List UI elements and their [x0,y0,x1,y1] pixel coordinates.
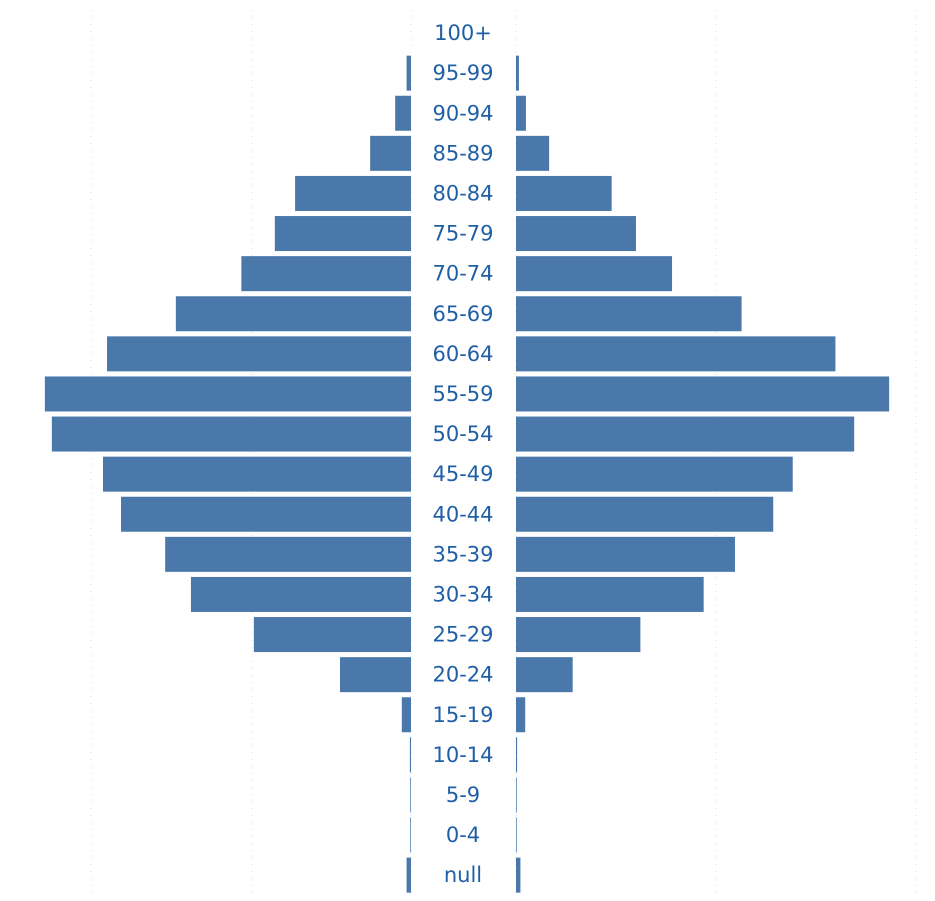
bar-left-40-44 [121,496,412,532]
category-label: 45-49 [432,462,493,486]
category-label: 20-24 [432,663,493,687]
bar-left-20-24 [339,657,411,693]
category-label: 5-9 [446,783,480,807]
bar-left-60-64 [107,336,412,372]
bar-right-75-79 [516,216,636,252]
category-label: 100+ [434,21,492,45]
category-label: 75-79 [432,222,493,246]
bar-right-15-19 [516,697,526,733]
bar-left-30-34 [190,576,411,612]
bar-left-85-89 [370,135,411,171]
bar-right-45-49 [516,456,793,492]
bar-left-25-29 [253,617,411,653]
bar-right-35-39 [516,536,735,572]
bar-right-30-34 [516,576,704,612]
bar-left-80-84 [295,175,411,211]
bar-right-5-9 [516,777,517,813]
left-bars [44,55,412,893]
bar-right-85-89 [516,135,550,171]
category-label: 10-14 [432,743,493,767]
bar-right-40-44 [516,496,774,532]
bar-right-10-14 [516,737,518,773]
category-label: 15-19 [432,703,493,727]
bar-right-null [516,857,521,893]
bar-right-25-29 [516,617,641,653]
bar-right-0-4 [516,817,517,853]
bar-left-95-99 [406,55,411,91]
bar-left-65-69 [175,296,411,332]
bar-left-15-19 [401,697,411,733]
bar-right-95-99 [516,55,519,91]
category-label: 80-84 [432,181,493,205]
bar-left-35-39 [165,536,411,572]
category-label: 60-64 [432,342,493,366]
grid-layer [90,10,917,895]
category-label: 70-74 [432,262,493,286]
category-label: 35-39 [432,542,493,566]
category-label: 65-69 [432,302,493,326]
bar-right-65-69 [516,296,742,332]
bar-right-55-59 [516,376,890,412]
bar-right-70-74 [516,256,673,292]
bar-right-80-84 [516,175,612,211]
bar-left-70-74 [241,256,411,292]
category-label: 30-34 [432,582,493,606]
bar-right-20-24 [516,657,573,693]
bar-left-null [406,857,411,893]
bar-left-50-54 [51,416,411,452]
category-labels: 100+ 95-99 90-94 85-89 80-84 75-79 70-74 65-69 6… [432,21,493,887]
category-label: 50-54 [432,422,493,446]
category-label: 0-4 [446,823,480,847]
category-label: 40-44 [432,502,493,526]
bar-left-10-14 [409,737,411,773]
bar-right-90-94 [516,95,526,131]
bar-left-0-4 [410,817,411,853]
bar-left-75-79 [274,216,411,252]
category-label: 55-59 [432,382,493,406]
bar-right-50-54 [516,416,855,452]
right-bars [516,55,890,893]
bar-left-5-9 [410,777,411,813]
bar-right-60-64 [516,336,836,372]
bar-left-45-49 [102,456,411,492]
category-label: null [444,863,482,887]
category-label: 95-99 [432,61,493,85]
bar-left-55-59 [44,376,412,412]
bar-left-90-94 [395,95,411,131]
category-label: 90-94 [432,101,493,125]
category-label: 25-29 [432,623,493,647]
category-label: 85-89 [432,141,493,165]
